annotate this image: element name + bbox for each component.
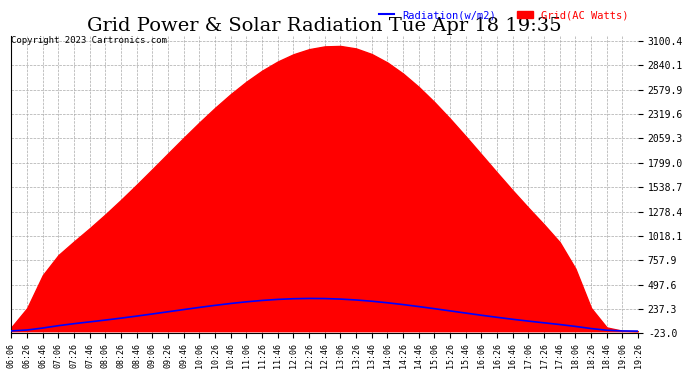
Text: Copyright 2023 Cartronics.com: Copyright 2023 Cartronics.com — [12, 36, 167, 45]
Legend: Radiation(w/m2), Grid(AC Watts): Radiation(w/m2), Grid(AC Watts) — [375, 6, 633, 24]
Title: Grid Power & Solar Radiation Tue Apr 18 19:35: Grid Power & Solar Radiation Tue Apr 18 … — [88, 17, 562, 35]
